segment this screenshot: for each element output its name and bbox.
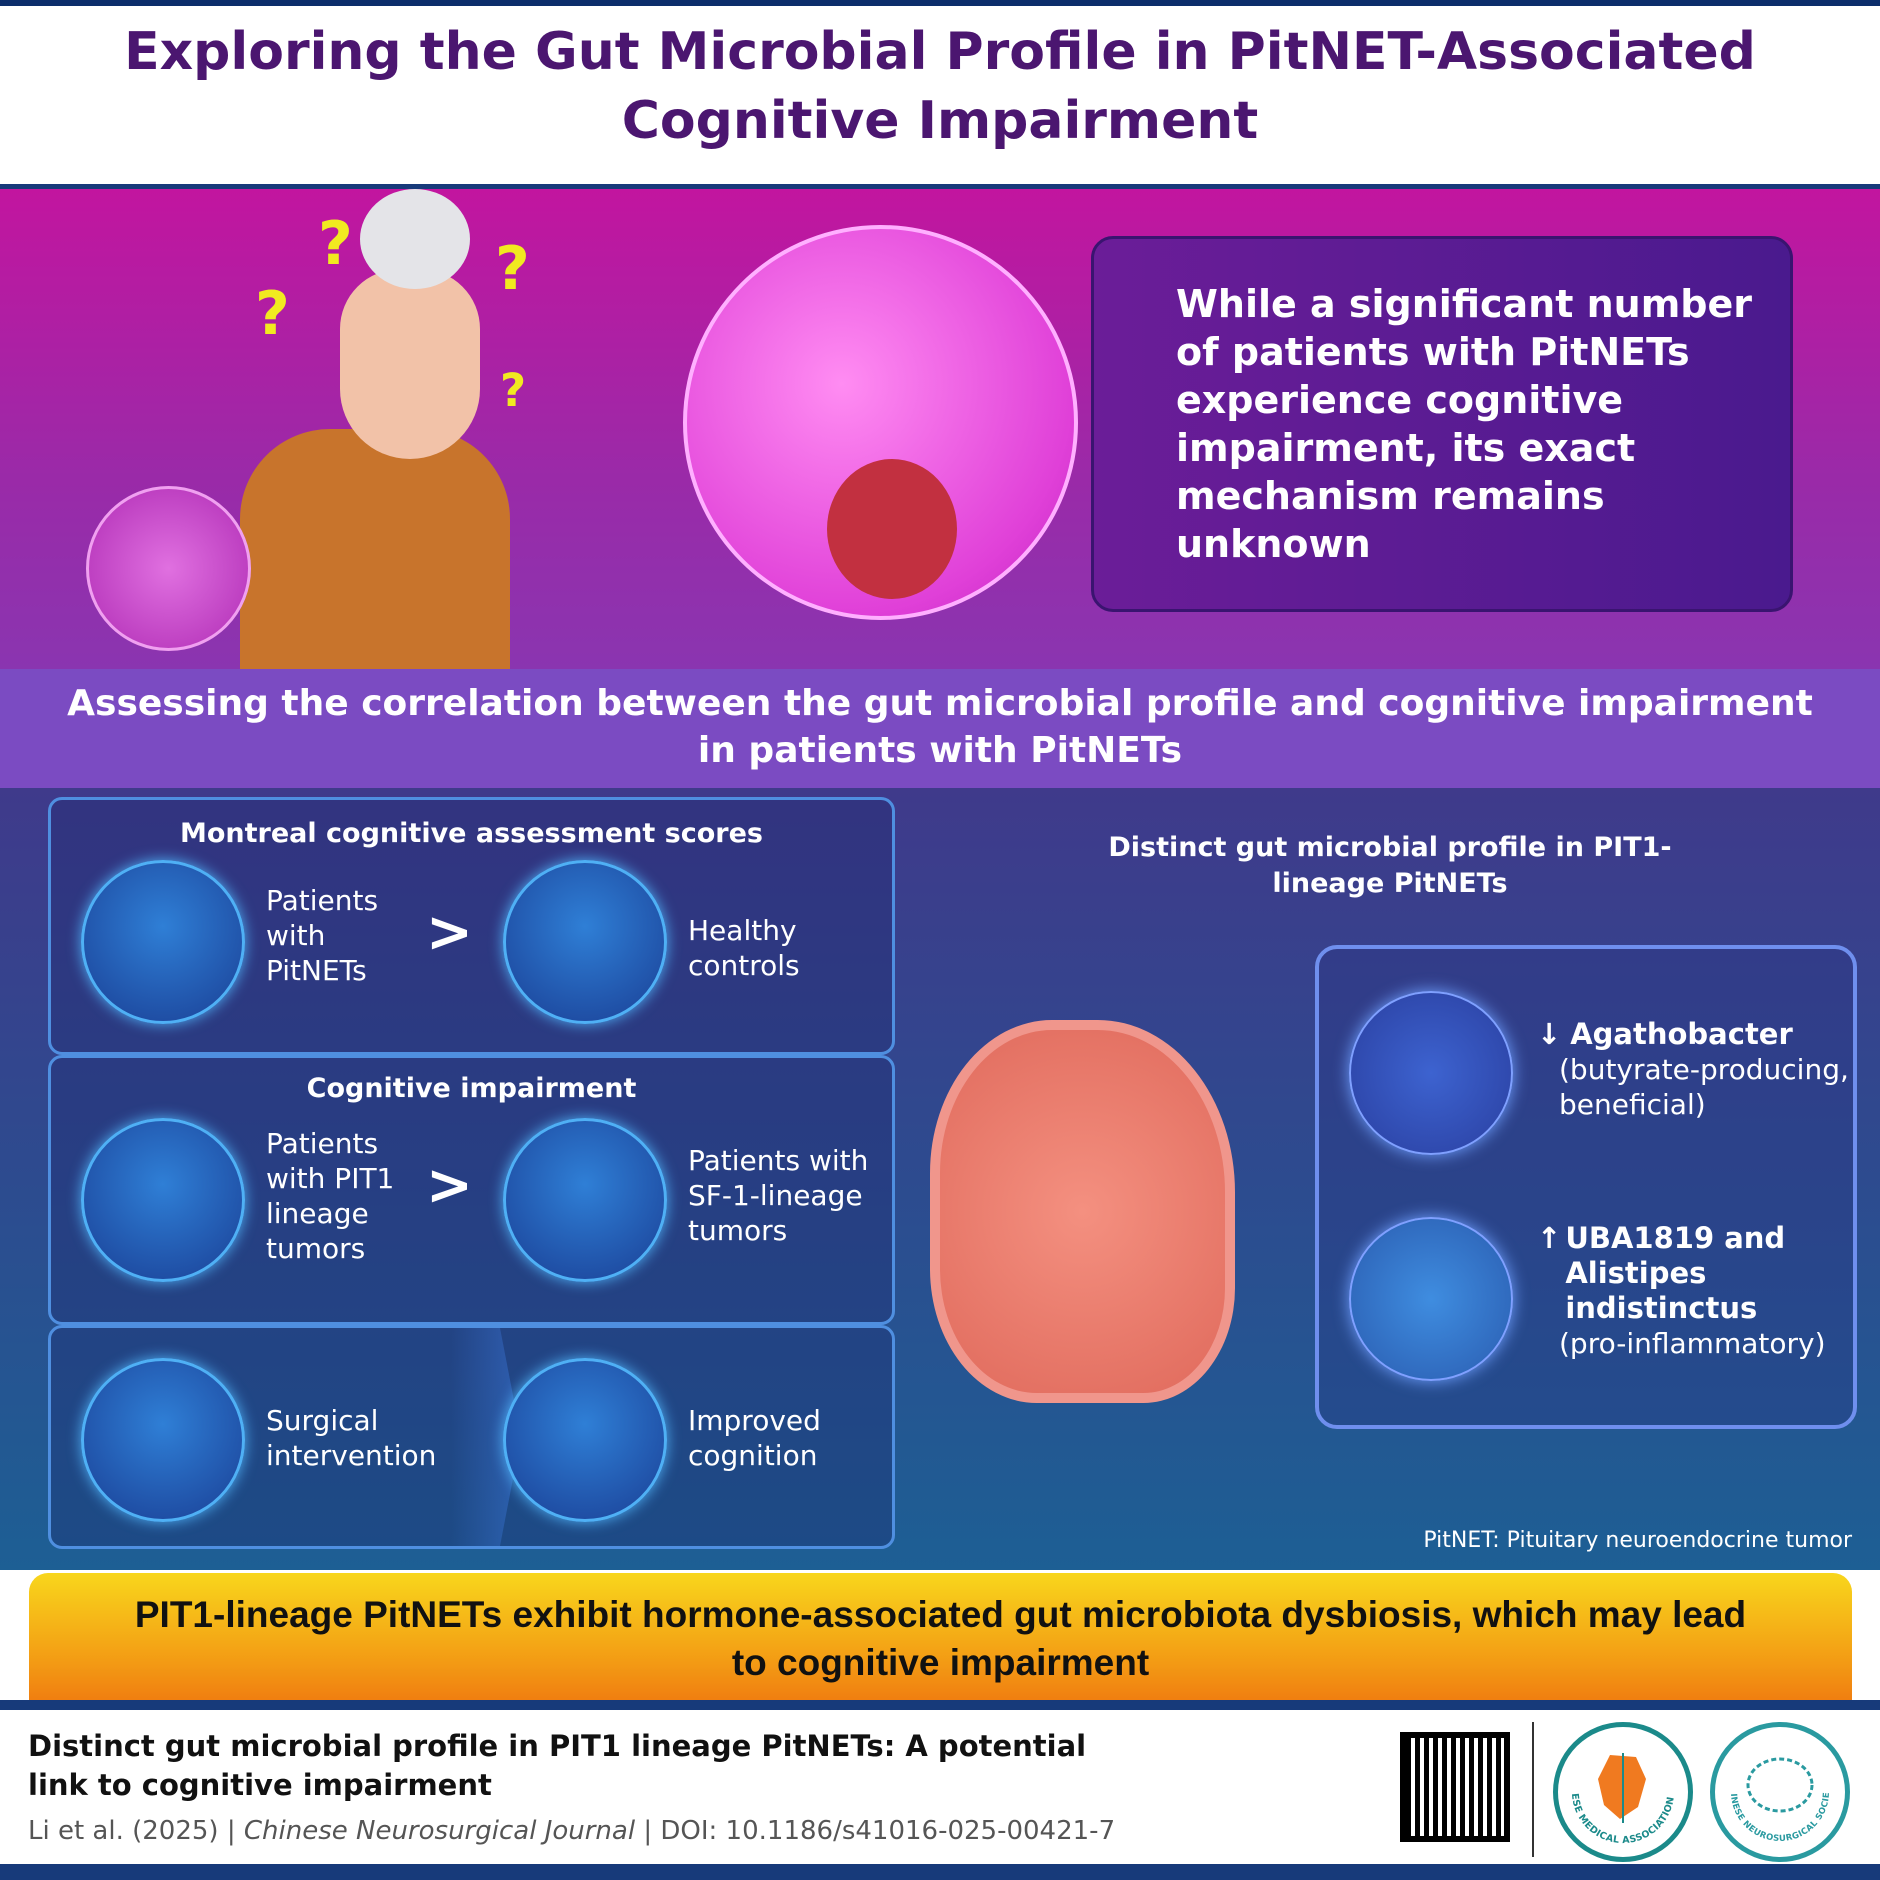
greater-than-icon: > <box>426 1153 473 1218</box>
patients-group-icon <box>81 860 245 1024</box>
separator: | <box>218 1816 244 1846</box>
woman-illustration <box>240 429 510 674</box>
surgery-label: Surgical intervention <box>266 1404 437 1472</box>
article-title: Distinct gut microbial profile in PIT1 l… <box>28 1729 1087 1802</box>
microbe-note: (pro-inflammatory) <box>1559 1327 1826 1360</box>
scalpel-hand-icon <box>81 1358 245 1522</box>
abbreviation-footnote: PitNET: Pituitary neuroendocrine tumor <box>1423 1528 1852 1553</box>
hero-section: ? ? ? ? While a significant number of pa… <box>0 189 1880 674</box>
agathobacter-bacteria-icon <box>1349 991 1513 1155</box>
question-mark-icon: ? <box>495 234 530 304</box>
title-line-2: Cognitive Impairment <box>621 91 1259 151</box>
hero-text-box <box>1091 236 1793 612</box>
microbial-heading: Distinct gut microbial profile in PIT1-l… <box>1108 832 1672 899</box>
brain-head-icon <box>503 1358 667 1522</box>
question-mark-icon: ? <box>318 209 353 279</box>
healthy-controls-icon <box>503 860 667 1024</box>
logo2-text-path: CHINESE NEUROSURGICAL SOCIETY <box>1715 1727 1832 1844</box>
hero-text: While a significant number of patients w… <box>1176 282 1753 566</box>
moca-right-label: Healthy controls <box>688 914 800 982</box>
pituitary-tumor-magnified-icon <box>683 225 1078 620</box>
confused-head-gauge-icon <box>503 1118 667 1282</box>
divider <box>0 184 1880 189</box>
microbe-note: (butyrate-producing, beneficial) <box>1559 1053 1849 1121</box>
down-arrow-icon: ↓ <box>1537 1017 1562 1051</box>
chinese-medical-association-logo: CHINESE MEDICAL ASSOCIATION 1915 <box>1553 1722 1693 1862</box>
cognitive-heading: Cognitive impairment <box>306 1073 637 1104</box>
cognitive-left-label: Patients with PIT1 lineage tumors <box>266 1127 395 1265</box>
brain-icon <box>1746 1757 1814 1813</box>
top-bar <box>0 0 1880 6</box>
question-mark-icon: ? <box>500 364 527 417</box>
page-title: Exploring the Gut Microbial Profile in P… <box>40 18 1840 156</box>
pro-inflammatory-bacteria-icon <box>1349 1217 1513 1381</box>
doi-link[interactable]: DOI: 10.1186/s41016-025-00421-7 <box>660 1816 1116 1846</box>
microbe-name: UBA1819 and Alistipes indistinctus <box>1565 1221 1786 1325</box>
gut-bacteria-circle-icon <box>86 486 251 651</box>
intestine-icon <box>930 1020 1235 1403</box>
microbial-profile-box: ↓ Agathobacter (butyrate-producing, bene… <box>1315 945 1857 1429</box>
microbe-item-2: ↑ UBA1819 and Alistipes indistinctus (pr… <box>1537 1221 1847 1361</box>
moca-heading: Montreal cognitive assessment scores <box>180 818 763 849</box>
study-aim-banner: Assessing the correlation between the gu… <box>0 669 1880 788</box>
journal-name: Chinese Neurosurgical Journal <box>243 1816 636 1846</box>
separator: | <box>635 1816 661 1846</box>
question-mark-icon: ? <box>255 279 290 349</box>
improved-cognition-label: Improved cognition <box>688 1404 821 1472</box>
microbe-name: Agathobacter <box>1570 1017 1793 1051</box>
title-line-1: Exploring the Gut Microbial Profile in P… <box>124 22 1756 82</box>
logo2-text: CHINESE NEUROSURGICAL SOCIETY <box>1715 1727 1832 1844</box>
conclusion-line-2: to cognitive impairment <box>731 1642 1150 1683</box>
banner-line-1: Assessing the correlation between the gu… <box>67 683 1813 724</box>
logo2-svg: CHINESE NEUROSURGICAL SOCIETY <box>1715 1727 1832 1844</box>
woman-face <box>340 269 480 459</box>
findings-section: Montreal cognitive assessment scores Pat… <box>0 788 1880 1570</box>
hair-bun <box>360 189 470 289</box>
conclusion-banner: PIT1-lineage PitNETs exhibit hormone-ass… <box>26 1570 1855 1702</box>
banner-line-2: in patients with PitNETs <box>697 730 1183 771</box>
logo1-svg: CHINESE MEDICAL ASSOCIATION 1915 <box>1558 1727 1677 1846</box>
up-arrow-icon: ↑ <box>1537 1221 1562 1255</box>
tumor-icon <box>827 459 957 599</box>
divider <box>0 1700 1880 1710</box>
cognitive-impairment-box: Cognitive impairment Patients with PIT1 … <box>48 1055 895 1325</box>
divider <box>1532 1722 1534 1857</box>
surgery-box: Surgical intervention Improved cognition <box>48 1325 895 1549</box>
microbe-item-1: ↓ Agathobacter (butyrate-producing, bene… <box>1537 1017 1857 1122</box>
chinese-neurosurgical-society-logo: CHINESE NEUROSURGICAL SOCIETY <box>1710 1722 1850 1862</box>
confused-head-icon <box>81 1118 245 1282</box>
moca-left-label: Patients with PitNETs <box>266 884 379 987</box>
cognitive-right-label: Patients with SF-1-lineage tumors <box>688 1144 869 1247</box>
moca-box: Montreal cognitive assessment scores Pat… <box>48 797 895 1055</box>
citation: Li et al. (2025) | Chinese Neurosurgical… <box>28 1816 1115 1846</box>
greater-than-icon: > <box>426 900 473 965</box>
qr-code-icon[interactable] <box>1400 1732 1510 1842</box>
bottom-bar <box>0 1864 1880 1880</box>
conclusion-line-1: PIT1-lineage PitNETs exhibit hormone-ass… <box>134 1594 1747 1635</box>
authors: Li et al. (2025) <box>28 1816 219 1846</box>
